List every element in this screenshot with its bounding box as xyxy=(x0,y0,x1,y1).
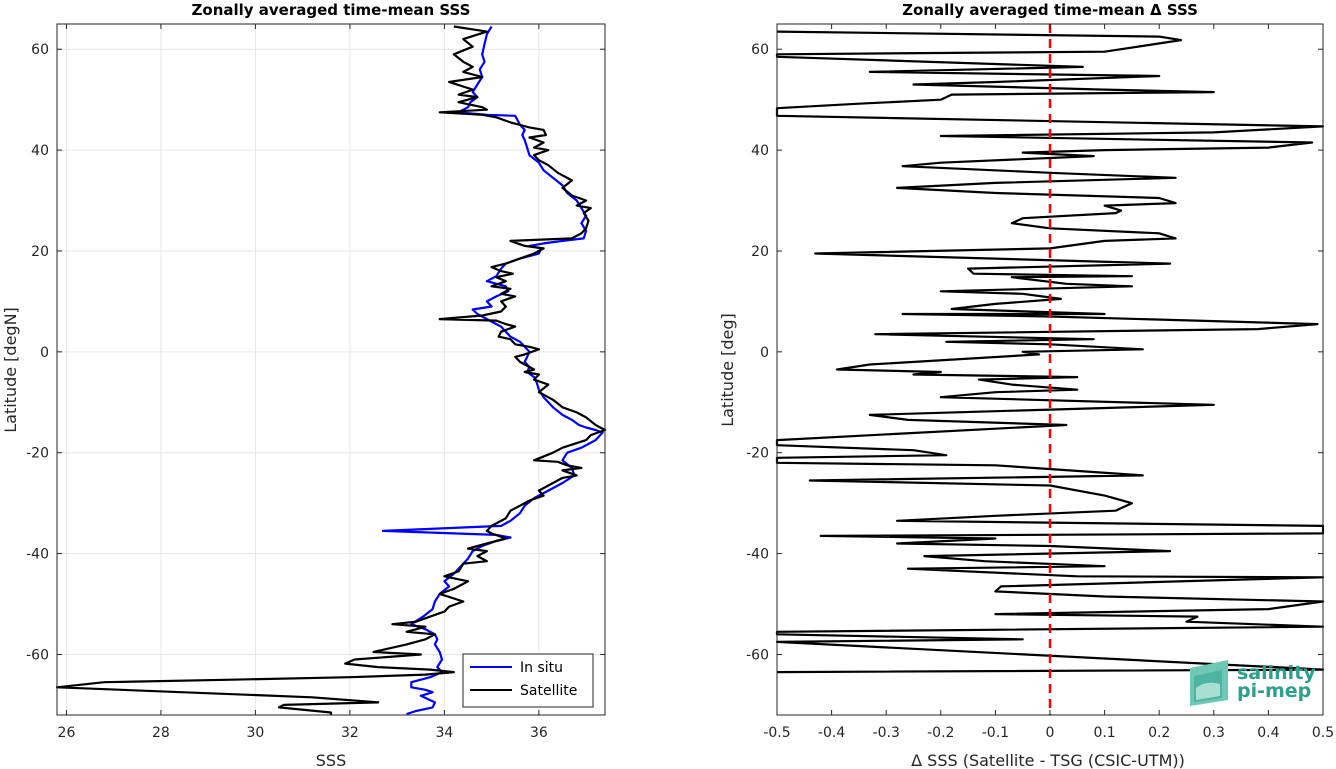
left-y-axis-label: Latitude [degN] xyxy=(1,307,20,433)
x-tick-label: 28 xyxy=(152,725,170,741)
series-line-in-situ xyxy=(381,25,604,716)
x-tick-label: 30 xyxy=(246,725,264,741)
x-tick-label: -0.5 xyxy=(763,725,790,741)
right-chart-panel: Zonally averaged time-mean Δ SSS -0.5 -0.… xyxy=(718,1,1334,769)
x-tick-label: 0.5 xyxy=(1312,725,1334,741)
y-tick-label: 20 xyxy=(31,244,49,260)
x-tick-label: 34 xyxy=(435,725,453,741)
legend: In situ Satellite xyxy=(462,653,594,708)
x-tick-label: -0.1 xyxy=(982,725,1009,741)
left-x-axis-label: SSS xyxy=(316,751,346,769)
y-tick-label: -20 xyxy=(26,446,49,462)
y-tick-label: 60 xyxy=(751,42,769,58)
left-axes-frame xyxy=(56,23,606,716)
x-tick-label: -0.4 xyxy=(818,725,845,741)
x-tick-label: 0.3 xyxy=(1203,725,1225,741)
legend-insitu-label: In situ xyxy=(520,660,563,676)
x-tick-label: -0.2 xyxy=(927,725,954,741)
y-tick-label: 40 xyxy=(751,143,769,159)
y-tick-label: 0 xyxy=(40,345,49,361)
y-tick-label: 40 xyxy=(31,143,49,159)
series-line-satellite xyxy=(55,25,607,715)
right-series-group xyxy=(775,30,1325,674)
y-tick-label: -60 xyxy=(26,647,49,663)
x-tick-label: 26 xyxy=(58,725,76,741)
right-x-ticks: -0.5 -0.4 -0.3 -0.2 -0.1 0 0.1 0.2 0.3 0.4 0.5 xyxy=(763,24,1334,741)
y-tick-label: 0 xyxy=(760,345,769,361)
left-chart-panel: Zonally averaged time-mean SSS 26 28 30 32 3… xyxy=(1,1,607,769)
right-x-axis-label: Δ SSS (Satellite - TSG (CSIC-UTM)) xyxy=(911,751,1185,769)
x-tick-label: 0.2 xyxy=(1148,725,1170,741)
right-chart-title: Zonally averaged time-mean Δ SSS xyxy=(902,1,1198,19)
salinity-pi-mep-logo: salinity pi-mep xyxy=(1190,660,1316,706)
x-tick-label: 0.4 xyxy=(1257,725,1279,741)
left-y-ticks: 60 40 20 0 -20 -40 -60 xyxy=(26,42,605,663)
y-tick-label: 60 xyxy=(31,42,49,58)
x-tick-label: 32 xyxy=(341,725,359,741)
logo-wave-icon-highlight xyxy=(1196,682,1220,700)
logo-text-line2: pi-mep xyxy=(1237,680,1311,702)
y-tick-label: -40 xyxy=(746,547,769,563)
right-y-axis-label: Latitude [deg] xyxy=(718,313,737,427)
left-chart-title: Zonally averaged time-mean SSS xyxy=(192,1,471,19)
x-tick-label: 0.1 xyxy=(1093,725,1115,741)
x-tick-label: -0.3 xyxy=(873,725,900,741)
series-line-delta-sss xyxy=(775,30,1325,674)
x-tick-label: 0 xyxy=(1046,725,1055,741)
y-tick-label: -60 xyxy=(746,647,769,663)
logo-text-line1: salinity xyxy=(1237,662,1316,684)
left-x-ticks: 26 28 30 32 34 36 xyxy=(58,24,548,741)
y-tick-label: 20 xyxy=(751,244,769,260)
legend-satellite-label: Satellite xyxy=(520,683,577,699)
left-series-group xyxy=(55,25,607,716)
x-tick-label: 36 xyxy=(530,725,548,741)
y-tick-label: -20 xyxy=(746,446,769,462)
legend-box xyxy=(462,653,594,708)
y-tick-label: -40 xyxy=(26,547,49,563)
right-y-ticks: 60 40 20 0 -20 -40 -60 xyxy=(746,42,1323,663)
